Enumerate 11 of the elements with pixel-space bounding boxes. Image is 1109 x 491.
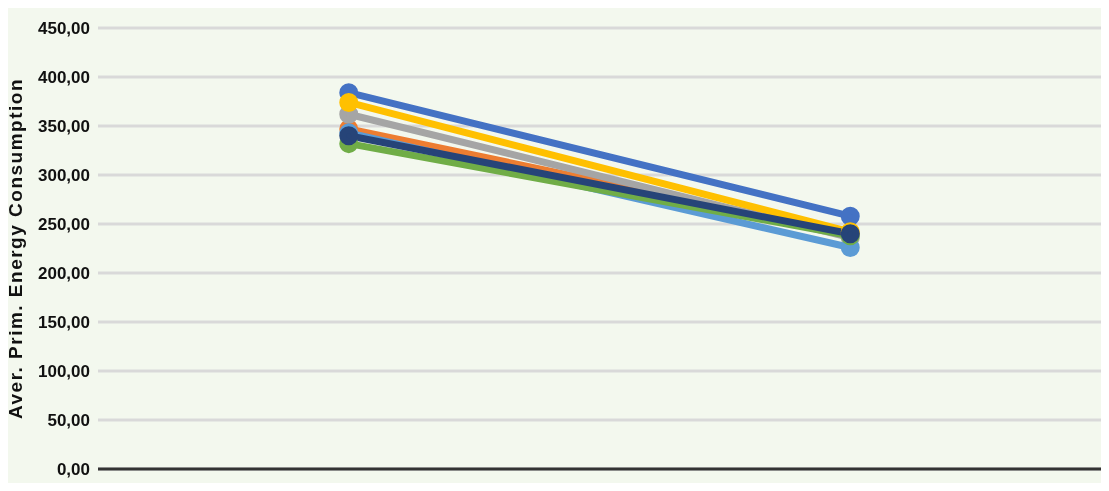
- y-axis-title: Aver. Prim. Energy Consumption: [4, 78, 26, 419]
- y-tick-label: 150,00: [38, 313, 90, 333]
- y-tick-label: 0,00: [56, 460, 90, 480]
- y-tick-label: 300,00: [38, 166, 90, 186]
- y-tick-label: 50,00: [47, 411, 90, 431]
- y-tick-label: 200,00: [38, 264, 90, 284]
- y-tick-label: 250,00: [38, 215, 90, 235]
- y-tick-label: 100,00: [38, 362, 90, 382]
- y-tick-label: 350,00: [38, 117, 90, 137]
- y-tick-label: 400,00: [38, 68, 90, 88]
- y-tick-label: 450,00: [38, 19, 90, 39]
